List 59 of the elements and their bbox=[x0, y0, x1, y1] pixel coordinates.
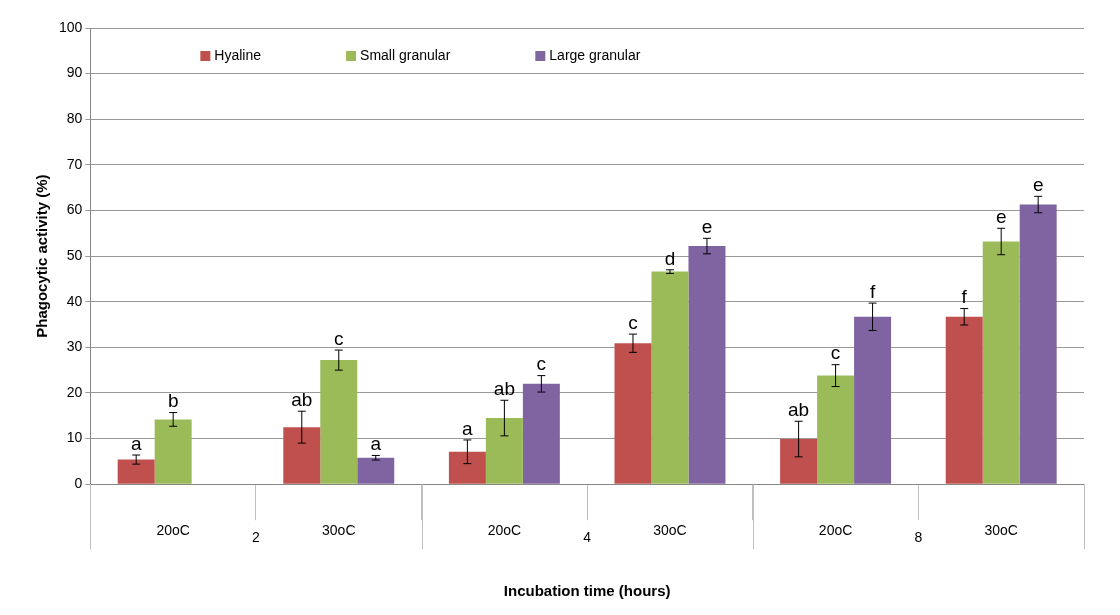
bar bbox=[522, 383, 560, 484]
bar bbox=[283, 427, 321, 484]
y-tick-label: 70 bbox=[66, 155, 83, 172]
y-tick-label: 90 bbox=[66, 64, 83, 81]
text: 8 bbox=[914, 529, 923, 546]
data-label: ab bbox=[493, 377, 515, 399]
legend-label: Small granular bbox=[360, 46, 451, 63]
data-label: c bbox=[628, 311, 638, 333]
bar bbox=[448, 451, 486, 484]
data-label: f bbox=[869, 280, 876, 302]
data-label: a bbox=[462, 417, 474, 439]
data-label: e bbox=[995, 206, 1007, 228]
bar bbox=[651, 271, 689, 484]
text: 2 bbox=[252, 529, 261, 546]
x-tick-label: 20oC bbox=[156, 522, 190, 539]
bar bbox=[485, 418, 523, 484]
data-label: a bbox=[130, 432, 142, 454]
bar bbox=[117, 459, 155, 484]
bar bbox=[1019, 204, 1057, 484]
x-tick-label: 20oC bbox=[487, 522, 522, 539]
x-tick-label: 30oC bbox=[984, 522, 1018, 539]
y-tick-label: 60 bbox=[66, 201, 83, 218]
y-tick-label: 40 bbox=[66, 292, 83, 309]
x-tick-label: 30oC bbox=[322, 522, 356, 539]
y-tick-label: 10 bbox=[66, 429, 83, 446]
bar bbox=[982, 241, 1020, 484]
data-label: f bbox=[961, 286, 968, 308]
data-label: b bbox=[167, 390, 179, 412]
y-tick-label: 0 bbox=[74, 475, 83, 492]
y-tick-label: 100 bbox=[59, 18, 83, 35]
data-label: c bbox=[830, 342, 841, 364]
bar bbox=[320, 360, 358, 484]
data-label: e bbox=[701, 216, 713, 238]
x-tick-label: 30oC bbox=[653, 522, 687, 539]
legend-label: Large granular bbox=[549, 46, 641, 63]
bar bbox=[688, 246, 726, 484]
y-tick-label: 30 bbox=[66, 338, 83, 355]
bar bbox=[154, 419, 192, 484]
data-label: ab bbox=[291, 388, 313, 410]
bar bbox=[945, 316, 983, 484]
y-tick-label: 50 bbox=[66, 246, 83, 263]
bar bbox=[780, 439, 818, 484]
bar bbox=[817, 375, 855, 484]
y-tick-label: 20 bbox=[66, 383, 83, 400]
bar bbox=[614, 343, 652, 484]
data-label: c bbox=[334, 327, 344, 349]
data-label: a bbox=[370, 433, 382, 455]
text: 4 bbox=[583, 529, 592, 546]
data-label: d bbox=[664, 247, 676, 269]
data-label: ab bbox=[788, 398, 810, 420]
legend-label: Hyaline bbox=[214, 46, 262, 63]
data-label: e bbox=[1032, 174, 1044, 196]
bar bbox=[854, 316, 892, 484]
bar bbox=[357, 457, 395, 484]
y-axis-title: Phagocytic activity (%) bbox=[33, 174, 51, 338]
data-label: c bbox=[536, 353, 547, 375]
x-tick-label: 20oC bbox=[818, 522, 853, 539]
y-tick-label: 80 bbox=[66, 110, 83, 127]
x-axis-title: Incubation time (hours) bbox=[503, 582, 671, 600]
